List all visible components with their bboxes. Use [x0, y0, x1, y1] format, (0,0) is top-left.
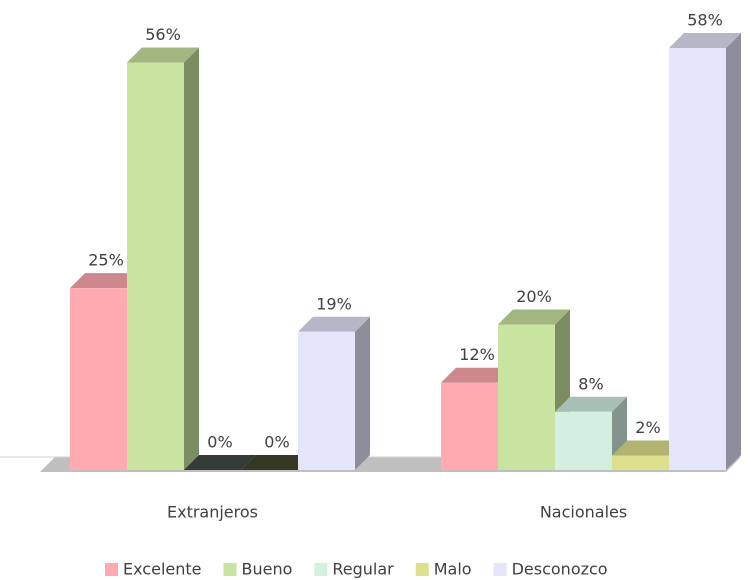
bar	[127, 47, 199, 470]
legend-label: Malo	[434, 560, 472, 579]
bar-face	[498, 309, 570, 325]
legend-swatch	[415, 563, 429, 576]
bar	[298, 316, 370, 470]
bar-face	[298, 331, 355, 470]
value-label: 0%	[264, 433, 289, 452]
legend-swatch	[223, 563, 237, 576]
value-label: 58%	[687, 11, 723, 30]
value-label: 2%	[635, 418, 660, 437]
bar-face	[441, 367, 513, 383]
bar-face	[184, 455, 256, 470]
legend-swatch	[493, 563, 507, 576]
value-label: 12%	[459, 345, 495, 364]
legend-label: Desconozco	[512, 560, 608, 579]
legend-swatch	[314, 563, 328, 576]
bar-face	[555, 396, 627, 412]
bar-face	[612, 440, 684, 456]
bar-face	[441, 382, 498, 470]
legend-label: Excelente	[123, 560, 201, 579]
bar-face	[355, 316, 370, 470]
bar-face	[669, 48, 726, 470]
legend-swatch	[105, 563, 118, 576]
x-tick-label: Extranjeros	[167, 503, 258, 522]
bar-face	[127, 62, 184, 470]
value-label: 8%	[578, 374, 603, 393]
bar-face	[726, 33, 741, 470]
value-label: 56%	[145, 25, 181, 44]
bar-face	[184, 47, 199, 470]
x-tick-label: Nacionales	[540, 503, 627, 522]
value-label: 19%	[316, 294, 352, 313]
legend-label: Regular	[332, 560, 394, 579]
bar-face	[127, 47, 199, 63]
bar	[555, 396, 627, 470]
bar	[184, 455, 256, 470]
value-label: 20%	[516, 287, 552, 306]
bar-face	[70, 273, 142, 289]
bar-face	[669, 33, 741, 48]
bar-face	[498, 324, 555, 470]
value-label: 25%	[88, 251, 124, 270]
bar-face	[612, 455, 669, 470]
bar	[669, 33, 741, 470]
legend-label: Bueno	[241, 560, 292, 579]
bar-face	[298, 316, 370, 332]
bar	[241, 455, 313, 470]
bar-face	[70, 288, 127, 470]
value-label: 0%	[207, 433, 232, 452]
bar-face	[241, 455, 313, 470]
bar-face	[555, 411, 612, 470]
